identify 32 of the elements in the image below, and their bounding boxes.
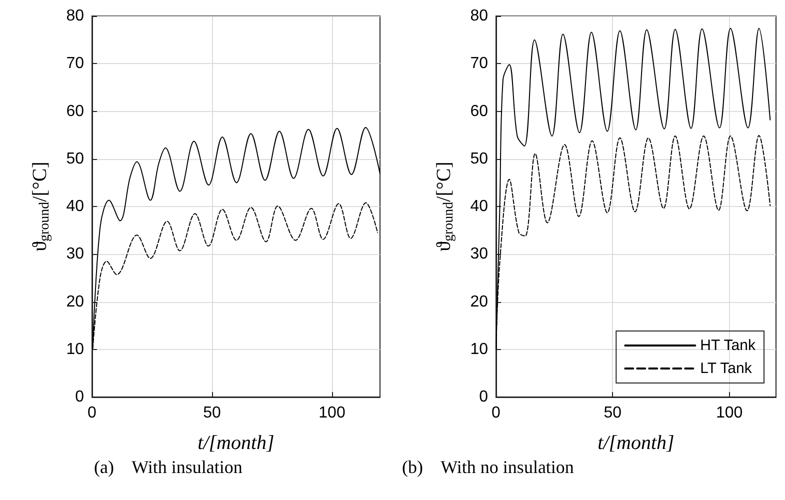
y-tick-label: 40 (470, 198, 488, 215)
y-tick-label: 20 (470, 293, 488, 310)
x-tick-label: 0 (492, 404, 501, 422)
x-tick-label: 50 (203, 404, 221, 422)
y-tick-label: 10 (470, 340, 488, 358)
y-axis-title: ϑground/[°C] (433, 162, 456, 252)
x-tick-label: 100 (716, 404, 743, 422)
x-tick-label: 50 (604, 404, 622, 422)
y-tick-label: 40 (66, 198, 84, 215)
y-tick-label: 10 (66, 340, 84, 358)
y-axis-title: ϑground/[°C] (29, 162, 52, 252)
y-tick-label: 60 (66, 102, 84, 120)
y-tick-label: 50 (66, 150, 84, 168)
x-axis-title: t/[month] (598, 432, 674, 454)
y-tick-label: 50 (470, 150, 488, 168)
y-tick-label: 0 (75, 388, 84, 406)
y-tick-label: 0 (479, 388, 488, 406)
text: (b) With no insulation (402, 457, 574, 477)
x-axis-title: t/[month] (198, 432, 274, 454)
y-tick-label: 30 (66, 246, 84, 263)
y-tick-label: 20 (66, 293, 84, 310)
y-tick-label: 80 (470, 8, 488, 24)
x-tick-label: 100 (318, 404, 346, 422)
legend-label: HT Tank (700, 337, 756, 354)
y-tick-label: 70 (66, 55, 84, 72)
y-tick-label: 60 (470, 102, 488, 120)
y-tick-label: 80 (66, 8, 84, 24)
legend-label: LT Tank (700, 360, 752, 377)
text: (a) With insulation (94, 457, 242, 477)
y-tick-label: 70 (470, 55, 488, 72)
y-tick-label: 30 (470, 246, 488, 263)
x-tick-label: 0 (88, 404, 97, 422)
